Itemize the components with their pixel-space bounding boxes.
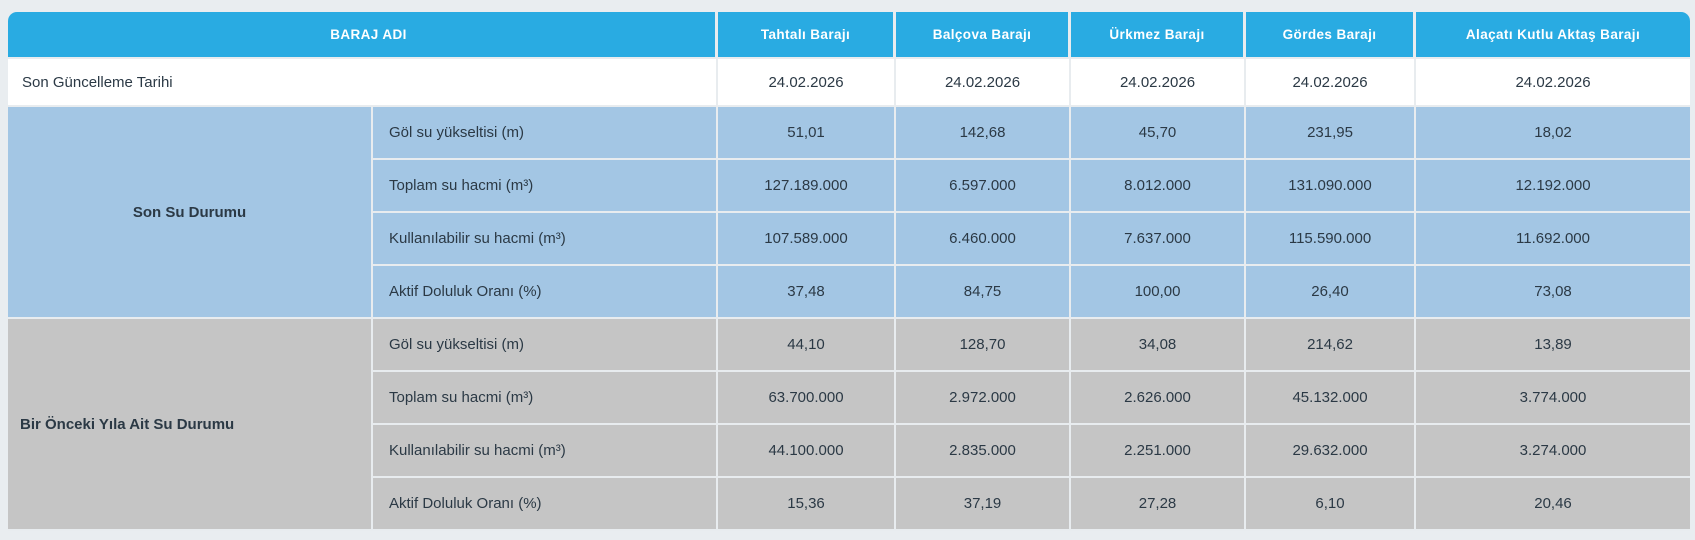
update-date-balcova: 24.02.2026 bbox=[896, 59, 1072, 107]
cell-value: 231,95 bbox=[1246, 107, 1417, 160]
update-date-label: Son Güncelleme Tarihi bbox=[8, 59, 719, 107]
cell-value: 44,10 bbox=[718, 319, 897, 372]
table-row: Aktif Doluluk Oranı (%) 15,36 37,19 27,2… bbox=[8, 478, 1691, 531]
cell-value: 2.251.000 bbox=[1071, 425, 1247, 478]
cell-value: 127.189.000 bbox=[718, 160, 897, 213]
dam-status-table: BARAJ ADI Tahtalı Barajı Balçova Barajı … bbox=[8, 12, 1691, 531]
table-row: Toplam su hacmi (m³) 63.700.000 2.972.00… bbox=[8, 372, 1691, 425]
cell-value: 6.597.000 bbox=[896, 160, 1072, 213]
cell-value: 2.835.000 bbox=[896, 425, 1072, 478]
update-date-tahtali: 24.02.2026 bbox=[718, 59, 897, 107]
cell-value: 3.274.000 bbox=[1416, 425, 1691, 478]
cell-value: 45,70 bbox=[1071, 107, 1247, 160]
cell-value: 44.100.000 bbox=[718, 425, 897, 478]
cell-value: 29.632.000 bbox=[1246, 425, 1417, 478]
cell-value: 100,00 bbox=[1071, 266, 1247, 319]
cell-value: 27,28 bbox=[1071, 478, 1247, 531]
column-header-urkmez-baraji: Ürkmez Barajı bbox=[1071, 12, 1247, 59]
cell-value: 12.192.000 bbox=[1416, 160, 1691, 213]
metric-label-kullanilabilir-su-hacmi: Kullanılabilir su hacmi (m³) bbox=[373, 213, 719, 266]
cell-value: 128,70 bbox=[896, 319, 1072, 372]
cell-value: 37,48 bbox=[718, 266, 897, 319]
metric-label-gol-su-yukseltisi: Göl su yükseltisi (m) bbox=[373, 319, 719, 372]
cell-value: 73,08 bbox=[1416, 266, 1691, 319]
cell-value: 214,62 bbox=[1246, 319, 1417, 372]
cell-value: 107.589.000 bbox=[718, 213, 897, 266]
table-row: Bir Önceki Yıla Ait Su Durumu Göl su yük… bbox=[8, 319, 1691, 531]
cell-value: 6.460.000 bbox=[896, 213, 1072, 266]
table-row: Kullanılabilir su hacmi (m³) 44.100.000 … bbox=[8, 425, 1691, 478]
column-header-balcova-baraji: Balçova Barajı bbox=[896, 12, 1072, 59]
table-header-row: BARAJ ADI Tahtalı Barajı Balçova Barajı … bbox=[8, 12, 1691, 59]
metric-label-toplam-su-hacmi: Toplam su hacmi (m³) bbox=[373, 372, 719, 425]
cell-value: 131.090.000 bbox=[1246, 160, 1417, 213]
metric-label-aktif-doluluk-orani: Aktif Doluluk Oranı (%) bbox=[373, 478, 719, 531]
cell-value: 84,75 bbox=[896, 266, 1072, 319]
table-row: Kullanılabilir su hacmi (m³) 107.589.000… bbox=[8, 213, 1691, 266]
metric-label-toplam-su-hacmi: Toplam su hacmi (m³) bbox=[373, 160, 719, 213]
section-label-son-su-durumu: Son Su Durumu bbox=[8, 107, 373, 319]
cell-value: 142,68 bbox=[896, 107, 1072, 160]
cell-value: 15,36 bbox=[718, 478, 897, 531]
update-date-row: Son Güncelleme Tarihi 24.02.2026 24.02.2… bbox=[8, 59, 1691, 107]
column-header-alacati-kutlu-aktas-baraji: Alaçatı Kutlu Aktaş Barajı bbox=[1416, 12, 1691, 59]
cell-value: 51,01 bbox=[718, 107, 897, 160]
table-row: Son Su Durumu Göl su yükseltisi (m) 51,0… bbox=[8, 107, 1691, 319]
table-row: Aktif Doluluk Oranı (%) 37,48 84,75 100,… bbox=[8, 266, 1691, 319]
update-date-gordes: 24.02.2026 bbox=[1246, 59, 1417, 107]
update-date-urkmez: 24.02.2026 bbox=[1071, 59, 1247, 107]
cell-value: 45.132.000 bbox=[1246, 372, 1417, 425]
column-header-gordes-baraji: Gördes Barajı bbox=[1246, 12, 1417, 59]
section-label-bir-onceki-yila-ait-su-durumu: Bir Önceki Yıla Ait Su Durumu bbox=[8, 319, 373, 531]
cell-value: 115.590.000 bbox=[1246, 213, 1417, 266]
cell-value: 3.774.000 bbox=[1416, 372, 1691, 425]
metric-label-kullanilabilir-su-hacmi: Kullanılabilir su hacmi (m³) bbox=[373, 425, 719, 478]
table-row: Toplam su hacmi (m³) 127.189.000 6.597.0… bbox=[8, 160, 1691, 213]
cell-value: 8.012.000 bbox=[1071, 160, 1247, 213]
cell-value: 11.692.000 bbox=[1416, 213, 1691, 266]
cell-value: 18,02 bbox=[1416, 107, 1691, 160]
cell-value: 13,89 bbox=[1416, 319, 1691, 372]
cell-value: 63.700.000 bbox=[718, 372, 897, 425]
metric-label-aktif-doluluk-orani: Aktif Doluluk Oranı (%) bbox=[373, 266, 719, 319]
cell-value: 7.637.000 bbox=[1071, 213, 1247, 266]
column-header-tahtali-baraji: Tahtalı Barajı bbox=[718, 12, 897, 59]
cell-value: 20,46 bbox=[1416, 478, 1691, 531]
cell-value: 37,19 bbox=[896, 478, 1072, 531]
cell-value: 2.972.000 bbox=[896, 372, 1072, 425]
cell-value: 2.626.000 bbox=[1071, 372, 1247, 425]
update-date-alacati: 24.02.2026 bbox=[1416, 59, 1691, 107]
metric-label-gol-su-yukseltisi: Göl su yükseltisi (m) bbox=[373, 107, 719, 160]
column-header-baraj-adi: BARAJ ADI bbox=[8, 12, 719, 59]
cell-value: 6,10 bbox=[1246, 478, 1417, 531]
cell-value: 26,40 bbox=[1246, 266, 1417, 319]
cell-value: 34,08 bbox=[1071, 319, 1247, 372]
